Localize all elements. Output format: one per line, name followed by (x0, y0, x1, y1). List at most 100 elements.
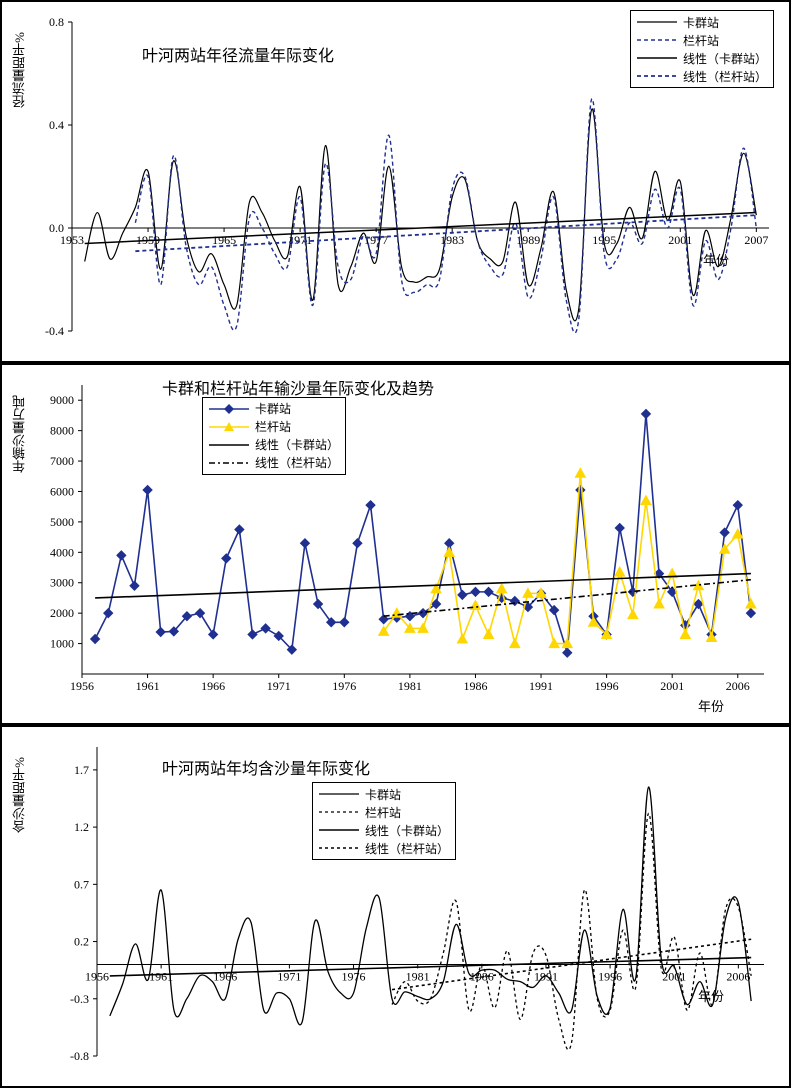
chart2-panel: 1000200030004000500060007000800090001956… (0, 363, 791, 726)
legend-item: 卡群站 (209, 400, 339, 418)
legend-label: 卡群站 (683, 14, 719, 31)
legend-label: 线性（栏杆站） (683, 68, 767, 85)
svg-text:1956: 1956 (85, 969, 109, 983)
svg-text:1976: 1976 (342, 969, 366, 983)
chart1-panel: -0.40.00.40.8195319591965197119771983198… (0, 0, 791, 363)
svg-text:1991: 1991 (529, 679, 553, 693)
svg-text:2006: 2006 (726, 969, 750, 983)
legend-label: 栏杆站 (255, 418, 291, 435)
y-axis-title: 年输沙量万吨 (10, 395, 29, 473)
svg-text:9000: 9000 (50, 393, 74, 407)
legend-label: 线性（栏杆站） (255, 454, 339, 471)
marker (576, 485, 585, 494)
legend-item: 线性（卡群站） (319, 821, 449, 839)
svg-text:0.2: 0.2 (74, 935, 89, 949)
svg-text:3000: 3000 (50, 575, 74, 589)
marker (680, 629, 690, 638)
series-langan (384, 473, 751, 643)
legend-label: 卡群站 (365, 786, 401, 803)
svg-text:1953: 1953 (60, 233, 84, 247)
legend-label: 线性（栏杆站） (365, 840, 449, 857)
legend-item: 线性（栏杆站） (209, 454, 339, 472)
marker (117, 550, 126, 559)
svg-text:0.7: 0.7 (74, 877, 89, 891)
svg-text:0.8: 0.8 (49, 15, 64, 29)
series-trend-kaqun (95, 573, 751, 597)
svg-text:8000: 8000 (50, 423, 74, 437)
legend-item: 栏杆站 (637, 31, 767, 49)
legend: 卡群站栏杆站线性（卡群站）线性（栏杆站） (630, 10, 774, 88)
legend-item: 卡群站 (319, 785, 449, 803)
svg-text:1965: 1965 (212, 233, 236, 247)
marker (615, 523, 624, 532)
svg-text:1966: 1966 (201, 679, 225, 693)
marker (654, 599, 664, 608)
svg-text:1.2: 1.2 (74, 820, 89, 834)
marker (143, 485, 152, 494)
marker (641, 495, 651, 504)
svg-text:1971: 1971 (267, 679, 291, 693)
svg-text:-0.4: -0.4 (45, 324, 64, 338)
svg-text:1996: 1996 (598, 969, 622, 983)
marker (720, 528, 729, 537)
legend-item: 线性（卡群站） (209, 436, 339, 454)
legend-label: 栏杆站 (365, 804, 401, 821)
chart3-panel: -0.8-0.30.20.71.21.719561961196619711976… (0, 725, 791, 1088)
svg-text:1000: 1000 (50, 636, 74, 650)
marker (510, 638, 520, 647)
chart-title: 卡群和栏杆站年输沙量年际变化及趋势 (162, 375, 434, 399)
marker (641, 409, 650, 418)
legend-label: 线性（卡群站） (365, 822, 449, 839)
marker (196, 608, 205, 617)
svg-text:1961: 1961 (136, 679, 160, 693)
marker (471, 587, 480, 596)
marker (733, 500, 742, 509)
legend: 卡群站栏杆站线性（卡群站）线性（栏杆站） (202, 397, 346, 475)
svg-text:1986: 1986 (463, 679, 487, 693)
marker (458, 590, 467, 599)
marker (746, 608, 755, 617)
svg-text:0.4: 0.4 (49, 118, 64, 132)
svg-text:1981: 1981 (398, 679, 422, 693)
x-axis-title: 年份 (698, 986, 724, 1005)
x-axis-title: 年份 (698, 696, 724, 715)
marker (353, 538, 362, 547)
svg-text:1966: 1966 (213, 969, 237, 983)
marker (235, 525, 244, 534)
svg-text:7000: 7000 (50, 454, 74, 468)
legend-item: 线性（栏杆站） (319, 839, 449, 857)
svg-text:-0.8: -0.8 (70, 1049, 89, 1063)
marker (628, 609, 638, 618)
legend-item: 栏杆站 (209, 418, 339, 436)
svg-text:2001: 2001 (668, 233, 692, 247)
legend-item: 栏杆站 (319, 803, 449, 821)
svg-text:2007: 2007 (744, 233, 768, 247)
page: -0.40.00.40.8195319591965197119771983198… (0, 0, 791, 1088)
marker (130, 581, 139, 590)
svg-text:1.7: 1.7 (74, 763, 89, 777)
marker (340, 617, 349, 626)
svg-text:2001: 2001 (662, 969, 686, 983)
marker (91, 634, 100, 643)
svg-text:2006: 2006 (726, 679, 750, 693)
svg-text:5000: 5000 (50, 514, 74, 528)
legend-item: 线性（卡群站） (637, 49, 767, 67)
legend-item: 线性（栏杆站） (637, 67, 767, 85)
marker (497, 583, 507, 592)
marker (457, 634, 467, 643)
legend-label: 线性（卡群站） (683, 50, 767, 67)
legend-label: 栏杆站 (683, 32, 719, 49)
marker (746, 599, 756, 608)
marker (261, 623, 270, 632)
marker (248, 629, 257, 638)
marker (484, 587, 493, 596)
marker (563, 648, 572, 657)
svg-text:-0.3: -0.3 (70, 992, 89, 1006)
marker (444, 547, 454, 556)
marker (575, 468, 585, 477)
marker (615, 567, 625, 576)
marker (156, 627, 165, 636)
legend: 卡群站栏杆站线性（卡群站）线性（栏杆站） (312, 782, 456, 860)
series-trend-kaqun (110, 958, 751, 976)
marker (366, 500, 375, 509)
